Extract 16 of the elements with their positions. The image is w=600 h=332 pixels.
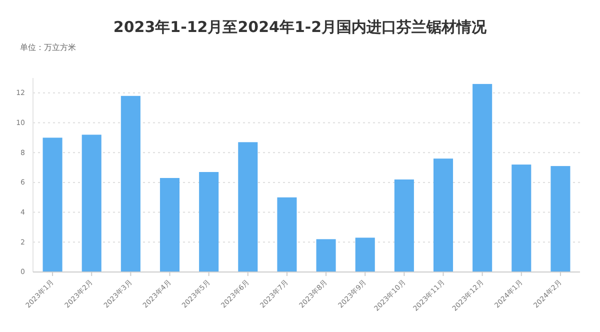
chart-title: 2023年1-12月至2024年1-2月国内进口芬兰锯材情况 bbox=[113, 18, 488, 36]
bar bbox=[433, 158, 454, 272]
bar bbox=[199, 172, 219, 272]
bar bbox=[355, 238, 375, 272]
bar bbox=[277, 197, 297, 272]
chart-subtitle: 单位：万立方米 bbox=[20, 43, 76, 52]
bar bbox=[160, 178, 180, 272]
bar bbox=[82, 134, 102, 272]
bar bbox=[42, 138, 62, 272]
bar bbox=[316, 239, 336, 272]
bar bbox=[120, 96, 140, 272]
bar bbox=[238, 142, 258, 272]
bar bbox=[472, 84, 492, 272]
bar bbox=[394, 179, 414, 272]
bar bbox=[512, 164, 532, 272]
bar bbox=[550, 166, 570, 272]
